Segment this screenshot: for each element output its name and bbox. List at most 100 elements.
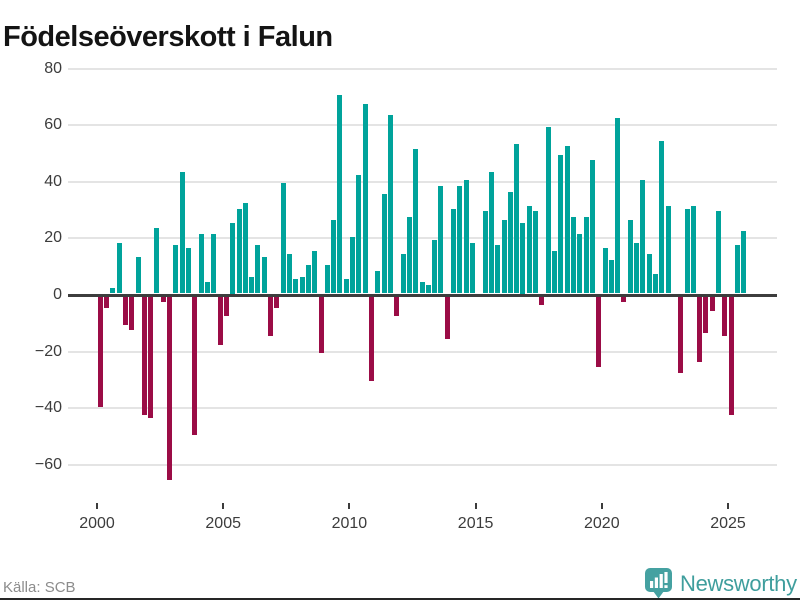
bar-2006-q4 bbox=[268, 296, 274, 337]
bar-2016-q1 bbox=[501, 219, 507, 294]
bar-2010-q4 bbox=[369, 296, 375, 382]
bar-2001-q3 bbox=[135, 256, 141, 294]
bar-2006-q2 bbox=[255, 245, 261, 294]
bar-2021-q4 bbox=[646, 253, 652, 294]
x-axis-tick-2005 bbox=[222, 503, 225, 509]
bar-2022-q1 bbox=[652, 273, 658, 294]
bar-2004-q4 bbox=[217, 296, 223, 345]
bar-2021-q1 bbox=[627, 219, 633, 294]
bar-2010-q3 bbox=[362, 103, 368, 294]
bar-2016-q4 bbox=[520, 222, 526, 294]
bar-2002-q1 bbox=[148, 296, 154, 419]
x-axis-label-2015: 2015 bbox=[457, 515, 494, 532]
bar-2012-q3 bbox=[413, 149, 419, 294]
bar-2011-q3 bbox=[387, 115, 393, 294]
bar-2019-q3 bbox=[589, 160, 595, 294]
bar-2018-q2 bbox=[558, 154, 564, 294]
bar-2005-q3 bbox=[236, 208, 242, 294]
bar-2024-q1 bbox=[703, 296, 709, 334]
bar-2019-q2 bbox=[583, 217, 589, 294]
bar-2013-q4 bbox=[444, 296, 450, 339]
bar-2015-q3 bbox=[488, 171, 494, 294]
bar-2000-q1 bbox=[97, 296, 103, 407]
bar-2011-q1 bbox=[375, 270, 381, 294]
zero-axis-line bbox=[68, 293, 777, 297]
bar-2001-q4 bbox=[141, 296, 147, 416]
bar-2001-q1 bbox=[122, 296, 128, 325]
bar-2018-q4 bbox=[570, 217, 576, 294]
gridline-40 bbox=[68, 180, 777, 183]
bar-2000-q2 bbox=[104, 296, 109, 308]
bar-2020-q1 bbox=[602, 248, 608, 294]
bar-2013-q3 bbox=[438, 185, 444, 294]
bar-2004-q1 bbox=[198, 234, 204, 294]
bar-2024-q4 bbox=[722, 296, 728, 337]
bar-2013-q2 bbox=[432, 239, 438, 294]
x-axis-tick-2025 bbox=[727, 503, 729, 509]
bar-2002-q4 bbox=[167, 296, 173, 481]
bar-2022-q3 bbox=[665, 205, 671, 294]
x-axis-label-2010: 2010 bbox=[331, 515, 368, 532]
bar-2015-q2 bbox=[482, 211, 488, 294]
bar-2017-q3 bbox=[539, 296, 545, 305]
bar-2014-q1 bbox=[451, 208, 457, 294]
bar-2008-q1 bbox=[299, 276, 305, 294]
bar-2023-q1 bbox=[678, 296, 684, 373]
bar-2014-q3 bbox=[463, 180, 469, 294]
source-label: Källa: SCB bbox=[3, 579, 76, 596]
newsworthy-bubble-icon bbox=[645, 568, 672, 599]
bar-2000-q3 bbox=[110, 287, 116, 294]
bar-2022-q2 bbox=[659, 140, 665, 294]
bar-2011-q4 bbox=[394, 296, 400, 317]
bar-2006-q3 bbox=[261, 256, 267, 294]
bar-2020-q4 bbox=[621, 296, 627, 303]
y-axis-label-60: 60 bbox=[44, 116, 62, 134]
bar-2023-q3 bbox=[690, 205, 696, 294]
gridline--40 bbox=[68, 407, 777, 410]
bar-2011-q2 bbox=[381, 194, 387, 294]
bar-2017-q4 bbox=[545, 126, 551, 294]
bar-2021-q3 bbox=[640, 180, 646, 294]
bar-2017-q1 bbox=[526, 205, 532, 294]
bar-2007-q4 bbox=[293, 279, 299, 294]
bar-2018-q1 bbox=[552, 251, 558, 294]
x-axis-label-2000: 2000 bbox=[79, 515, 115, 532]
x-axis-tick-2015 bbox=[474, 503, 477, 509]
bar-2023-q2 bbox=[684, 208, 690, 294]
bar-2012-q1 bbox=[400, 253, 406, 294]
bar-2013-q1 bbox=[425, 285, 431, 294]
bar-2009-q4 bbox=[343, 279, 349, 294]
bar-2004-q3 bbox=[211, 234, 217, 294]
bar-2001-q2 bbox=[129, 296, 135, 331]
bar-2016-q3 bbox=[514, 143, 520, 294]
bar-2017-q2 bbox=[533, 211, 539, 294]
bar-2005-q2 bbox=[230, 222, 236, 294]
x-axis-tick-2010 bbox=[348, 503, 351, 509]
bar-2025-q1 bbox=[728, 296, 734, 416]
bar-2012-q2 bbox=[406, 217, 412, 294]
bar-2007-q1 bbox=[274, 296, 280, 308]
newsworthy-wordmark: Newsworthy bbox=[680, 571, 797, 596]
y-axis-label-20: 20 bbox=[44, 229, 62, 247]
page-title: Födelseöverskott i Falun bbox=[3, 21, 333, 54]
bar-2023-q4 bbox=[697, 296, 703, 362]
gridline--20 bbox=[68, 350, 777, 353]
y-axis-label-40: 40 bbox=[44, 172, 62, 190]
bar-2018-q3 bbox=[564, 146, 570, 294]
bar-2000-q4 bbox=[116, 242, 122, 294]
y-axis-label-80: 80 bbox=[44, 59, 62, 77]
bar-2007-q3 bbox=[287, 253, 292, 294]
bar-2019-q1 bbox=[577, 234, 583, 294]
bar-2010-q1 bbox=[350, 236, 356, 294]
newsworthy-logo: Newsworthy bbox=[644, 567, 797, 600]
bar-2010-q2 bbox=[356, 174, 362, 294]
bar-2021-q2 bbox=[634, 242, 640, 294]
bar-2015-q4 bbox=[495, 245, 501, 294]
bar-2005-q1 bbox=[223, 296, 229, 317]
gridline-20 bbox=[68, 237, 777, 240]
bar-2003-q1 bbox=[173, 245, 179, 294]
bar-2004-q2 bbox=[204, 282, 210, 294]
gridline-60 bbox=[68, 124, 777, 127]
bar-2002-q2 bbox=[154, 228, 160, 294]
bar-2008-q3 bbox=[312, 251, 318, 294]
